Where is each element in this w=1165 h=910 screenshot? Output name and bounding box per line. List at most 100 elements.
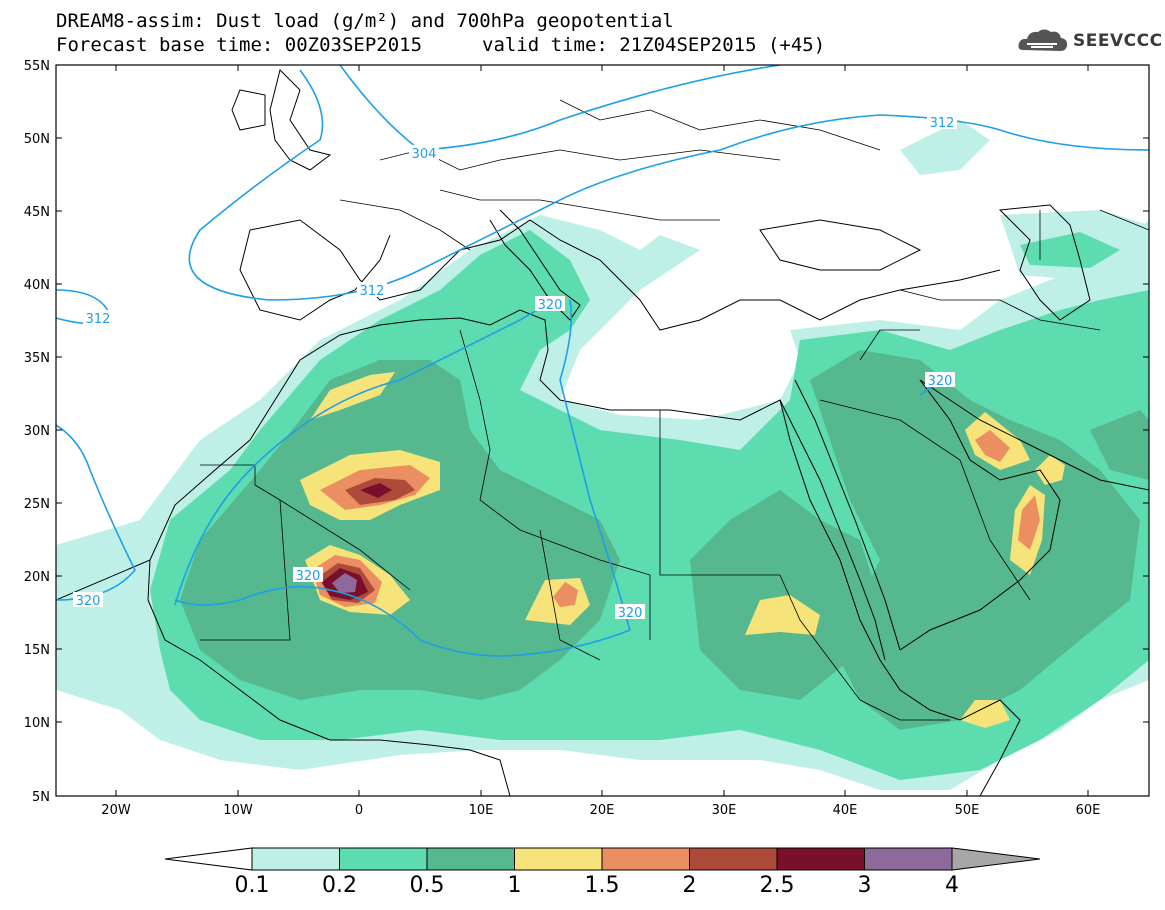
contour-label-bg	[357, 282, 387, 297]
border-europe-3	[339, 199, 471, 251]
dust-region-1-5-oman	[1018, 495, 1040, 550]
coastlines	[56, 69, 1149, 796]
contour-label: 320	[928, 374, 953, 389]
colorbar-swatch	[776, 847, 865, 871]
border-east-africa	[779, 574, 950, 721]
lon-label: 0	[355, 803, 363, 818]
colorbar-swatch	[251, 847, 340, 871]
contour-label: 304	[412, 147, 437, 162]
colorbar-label: 0.1	[235, 873, 270, 898]
border-sahara-3	[459, 329, 651, 640]
contour-label: 320	[76, 594, 101, 609]
lon-label: 40E	[833, 803, 858, 818]
border-europe-2	[439, 189, 720, 221]
dust-region-1-5-chad	[553, 582, 578, 607]
contour-label-bg	[73, 592, 103, 607]
longitude-axis: 20W 10W 0 10E 20E 30E 40E 50E 60E	[101, 65, 1100, 818]
dust-region-1-0-sudan	[745, 595, 820, 635]
border-arabia-2	[859, 329, 920, 361]
contour-label-bg	[615, 604, 645, 619]
border-arabia-1	[819, 399, 1031, 601]
dust-region-0-5-east	[1090, 410, 1149, 480]
colorbar-label: 2	[683, 873, 697, 898]
dust-region-0-5-west	[180, 360, 620, 700]
colorbar-label: 0.5	[410, 873, 445, 898]
contour-label-bg	[927, 114, 957, 129]
lon-label: 10E	[469, 803, 494, 818]
dust-region-1-0-iran	[1035, 455, 1065, 485]
contour-label-bg	[293, 567, 323, 582]
lon-label: 60E	[1076, 803, 1101, 818]
colorbar-label: 2.5	[760, 873, 795, 898]
contour-label: 320	[538, 298, 563, 313]
coastline-uk	[269, 69, 332, 171]
border-sahara-1	[200, 464, 411, 591]
coastline-caspian	[998, 204, 1091, 321]
dust-load-field	[56, 120, 1149, 790]
colorbar-labels: 0.1 0.2 0.5 1 1.5 2 2.5 3 4	[235, 873, 960, 898]
contour-304	[339, 65, 781, 151]
lon-label: 20E	[590, 803, 615, 818]
colorbar-swatch	[426, 847, 515, 871]
border-europe-1	[379, 149, 781, 171]
coastline-africa	[56, 309, 1021, 796]
cloud-logo-icon	[1018, 29, 1068, 51]
coastline-ireland	[231, 89, 266, 131]
valid-time: valid time: 21Z04SEP2015 (+45)	[482, 34, 826, 56]
lon-label: 20W	[101, 803, 131, 818]
coastline-gulf	[919, 379, 1149, 491]
lat-label: 5N	[32, 790, 50, 805]
dust-region-2-5-north	[360, 483, 392, 498]
dust-region-0-2-caspian	[1020, 232, 1120, 268]
coastline-blacksea	[759, 219, 922, 271]
border-asia-1	[899, 289, 1101, 331]
colorbar-swatch	[339, 847, 428, 871]
border-sahara-5	[539, 529, 601, 661]
contour-label: 312	[930, 116, 955, 131]
dust-region-0-1-caspian	[900, 120, 990, 175]
contour-label-bg	[925, 372, 955, 387]
contour-label: 320	[618, 606, 643, 621]
coastline-italy	[489, 209, 581, 321]
latitude-axis: 55N 50N 45N 40N 35N 30N 25N 20N 15N 10N 5N	[24, 59, 1149, 805]
dust-region-1-0-somalia	[960, 700, 1010, 728]
lat-label: 20N	[24, 570, 50, 585]
border-sahara-2	[200, 499, 291, 641]
colorbar-body	[164, 847, 1041, 871]
lat-label: 50N	[24, 132, 50, 147]
lon-label: 10W	[223, 803, 253, 818]
lon-label: 30E	[712, 803, 737, 818]
contour-320-mid	[174, 299, 561, 606]
contour-label-bg	[83, 310, 113, 325]
coastline-redsea	[779, 379, 901, 661]
colorbar-swatch	[601, 847, 690, 871]
forecast-base-time: Forecast base time: 00Z03SEP2015	[56, 34, 423, 56]
colorbar-swatch	[864, 847, 953, 871]
colorbar-label: 3	[858, 873, 872, 898]
contour-320-africa	[174, 299, 631, 657]
coastline-arabia	[899, 379, 1061, 651]
lat-label: 25N	[24, 497, 50, 512]
dust-region-0-5-arabia	[810, 350, 1140, 730]
lat-label: 55N	[24, 59, 50, 74]
dust-region-3-0	[332, 573, 357, 593]
border-asia-2	[1039, 209, 1149, 260]
border-sahara-4	[659, 410, 780, 576]
coastline-iberia	[239, 229, 391, 321]
contour-label: 320	[296, 569, 321, 584]
logo-text: SEEVCCC	[1073, 31, 1163, 51]
lon-label: 50E	[955, 803, 980, 818]
lat-label: 15N	[24, 643, 50, 658]
lat-label: 45N	[24, 205, 50, 220]
colorbar-triangle-high	[951, 847, 1041, 871]
colorbar: 0.1 0.2 0.5 1 1.5 2 2.5 3 4	[164, 847, 1041, 898]
colorbar-label: 1.5	[585, 873, 620, 898]
country-borders	[200, 99, 1149, 721]
contour-label: 312	[360, 284, 385, 299]
contour-labels: 304 312 312 312 320 320 320 320 320	[73, 114, 957, 621]
colorbar-swatch	[689, 847, 778, 871]
border-europe-4	[559, 99, 881, 151]
lat-label: 10N	[24, 716, 50, 731]
contour-label-bg	[409, 145, 439, 160]
